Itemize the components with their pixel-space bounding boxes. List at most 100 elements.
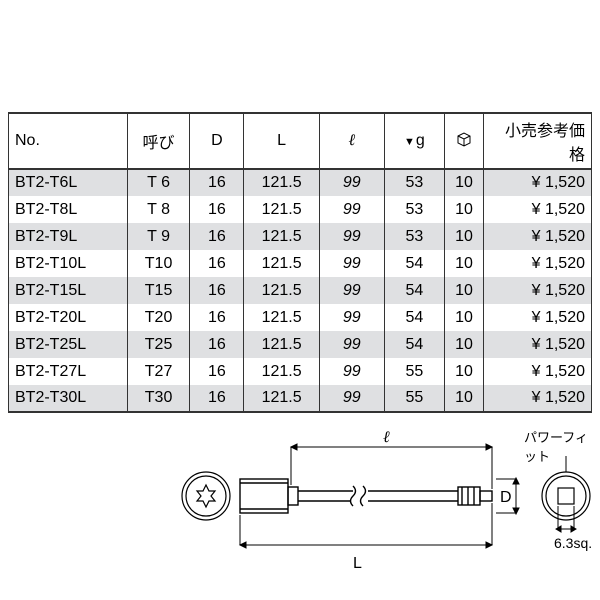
header-box [445,113,484,169]
header-no: No. [9,113,128,169]
table-row: BT2-T30LT3016121.5995510¥ 1,520 [9,385,592,412]
cell-ell: 99 [319,169,384,196]
powerfit-rear-icon [542,472,590,520]
cell-d: 16 [190,331,244,358]
cell-g: 55 [384,358,444,385]
table-row: BT2-T27LT2716121.5995510¥ 1,520 [9,358,592,385]
cell-price: ¥ 1,520 [483,169,591,196]
cell-ell: 99 [319,250,384,277]
header-price: 小売参考価格 [483,113,591,169]
cell-d: 16 [190,385,244,412]
cell-g: 53 [384,169,444,196]
cell-box: 10 [445,304,484,331]
cell-price: ¥ 1,520 [483,196,591,223]
header-l: L [244,113,320,169]
cell-g: 54 [384,277,444,304]
cell-box: 10 [445,385,484,412]
cell-l: 121.5 [244,223,320,250]
cell-yobi: T 6 [127,169,190,196]
cell-g: 53 [384,196,444,223]
cell-l: 121.5 [244,169,320,196]
cell-price: ¥ 1,520 [483,358,591,385]
dim-ell [291,444,492,489]
cell-price: ¥ 1,520 [483,331,591,358]
header-g: g [384,113,444,169]
spec-table: No. 呼び D L ℓ g 小売参考価格 BT2-T6LT 616121.59… [8,112,592,413]
table-header: No. 呼び D L ℓ g 小売参考価格 [9,113,592,169]
box-icon [456,131,472,147]
header-yobi: 呼び [127,113,190,169]
cell-box: 10 [445,331,484,358]
cell-price: ¥ 1,520 [483,385,591,412]
cell-l: 121.5 [244,196,320,223]
cell-d: 16 [190,250,244,277]
cell-no: BT2-T9L [9,223,128,250]
table-row: BT2-T8LT 816121.5995310¥ 1,520 [9,196,592,223]
table-row: BT2-T20LT2016121.5995410¥ 1,520 [9,304,592,331]
cell-no: BT2-T30L [9,385,128,412]
cell-no: BT2-T8L [9,196,128,223]
cell-d: 16 [190,358,244,385]
table-row: BT2-T25LT2516121.5995410¥ 1,520 [9,331,592,358]
cell-yobi: T20 [127,304,190,331]
cell-l: 121.5 [244,358,320,385]
cell-g: 54 [384,331,444,358]
cell-d: 16 [190,169,244,196]
cell-yobi: T27 [127,358,190,385]
cell-no: BT2-T27L [9,358,128,385]
cell-yobi: T30 [127,385,190,412]
cell-no: BT2-T15L [9,277,128,304]
cell-l: 121.5 [244,277,320,304]
cell-g: 54 [384,250,444,277]
cell-box: 10 [445,250,484,277]
cell-ell: 99 [319,385,384,412]
cell-d: 16 [190,277,244,304]
cell-g: 53 [384,223,444,250]
cell-yobi: T 9 [127,223,190,250]
cell-box: 10 [445,277,484,304]
header-d: D [190,113,244,169]
cell-yobi: T10 [127,250,190,277]
cell-box: 10 [445,169,484,196]
cell-box: 10 [445,223,484,250]
cell-price: ¥ 1,520 [483,250,591,277]
cell-box: 10 [445,358,484,385]
cell-yobi: T25 [127,331,190,358]
label-63sq: 6.3sq. [554,535,592,551]
cell-no: BT2-T10L [9,250,128,277]
cell-ell: 99 [319,223,384,250]
cell-l: 121.5 [244,331,320,358]
shaft-side-icon [240,479,492,513]
cell-ell: 99 [319,331,384,358]
cell-ell: 99 [319,196,384,223]
socket-front-icon [182,472,230,520]
label-powerfit: パワーフィット [524,427,598,465]
cell-d: 16 [190,304,244,331]
cell-l: 121.5 [244,250,320,277]
cell-box: 10 [445,196,484,223]
label-L: L [353,555,362,573]
cell-ell: 99 [319,304,384,331]
cell-yobi: T 8 [127,196,190,223]
cell-l: 121.5 [244,304,320,331]
label-ell: ℓ [383,429,390,447]
table-row: BT2-T9LT 916121.5995310¥ 1,520 [9,223,592,250]
cell-no: BT2-T6L [9,169,128,196]
cell-price: ¥ 1,520 [483,223,591,250]
cell-price: ¥ 1,520 [483,304,591,331]
cell-no: BT2-T25L [9,331,128,358]
cell-no: BT2-T20L [9,304,128,331]
dim-L [240,503,492,548]
label-D: D [500,489,512,507]
header-ell: ℓ [319,113,384,169]
cell-g: 55 [384,385,444,412]
cell-l: 121.5 [244,385,320,412]
cell-ell: 99 [319,277,384,304]
table-row: BT2-T15LT1516121.5995410¥ 1,520 [9,277,592,304]
cell-yobi: T15 [127,277,190,304]
dimension-diagram: ℓ L D 6.3sq. パワーフィット [178,431,598,571]
table-body: BT2-T6LT 616121.5995310¥ 1,520BT2-T8LT 8… [9,169,592,412]
table-row: BT2-T6LT 616121.5995310¥ 1,520 [9,169,592,196]
cell-g: 54 [384,304,444,331]
table-row: BT2-T10LT1016121.5995410¥ 1,520 [9,250,592,277]
